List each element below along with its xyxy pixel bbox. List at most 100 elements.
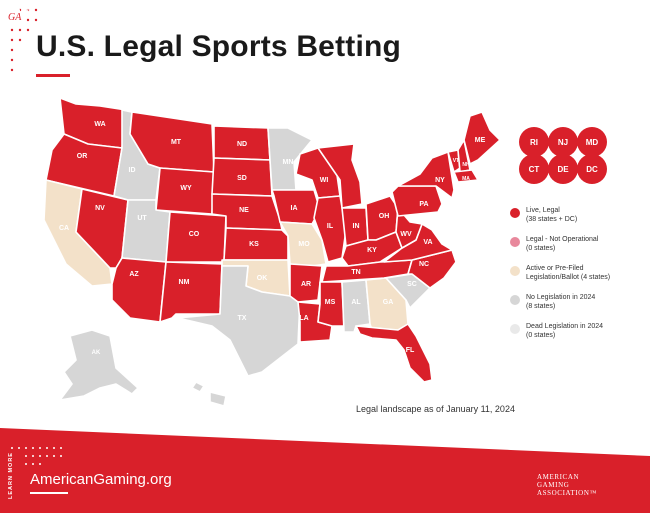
legend-count: Legislation/Ballot (4 states) [526,274,611,281]
legend-item-not-operational: Legal - Not Operational (0 states) [510,235,650,253]
label-NM: NM [179,279,190,286]
legend-count: (8 states) [526,303,556,310]
state-AZ[interactable] [111,257,167,323]
label-MN: MN [283,159,294,166]
label-WA: WA [94,121,105,128]
legend-swatch [510,266,520,276]
label-VT: VT [453,158,459,164]
label-AZ: AZ [129,271,139,278]
state-NM[interactable] [159,261,223,323]
label-LA: LA [299,315,308,322]
label-UT: UT [137,215,147,222]
legend-item-prefiled: Active or Pre-Filed Legislation/Ballot (4… [510,264,650,282]
state-HI[interactable] [191,381,205,393]
label-WY: WY [180,185,192,192]
state-PA[interactable] [391,185,443,217]
legend-swatch [510,237,520,247]
legend-count: (38 states + DC) [526,216,578,223]
legend-item-legal: Live, Legal (38 states + DC) [510,206,650,224]
aga-line-1: AMERICAN [537,473,580,481]
label-FL: FL [406,347,415,354]
label-WV: WV [400,231,412,238]
legend-label: No Legislation in 2024 [526,294,596,301]
label-PA: PA [419,201,428,208]
badge-de[interactable]: DE [548,154,578,184]
badge-ri-label: RI [530,137,538,147]
badge-dc[interactable]: DC [577,154,607,184]
aga-line-2: GAMING [537,481,570,489]
label-WI: WI [320,177,329,184]
legend-item-no-legislation: No Legislation in 2024 (8 states) [510,293,650,311]
badge-ri[interactable]: RI [519,127,549,157]
learn-more-text: LEARN MORE [8,452,14,499]
state-MI[interactable] [317,143,363,209]
state-TX[interactable] [177,265,301,377]
label-NV: NV [95,205,105,212]
label-AR: AR [301,281,311,288]
state-AL[interactable] [341,279,371,333]
label-IL: IL [327,223,334,230]
as-of-date: Legal landscape as of January 11, 2024 [356,404,515,414]
label-CA: CA [59,225,69,232]
state-MA[interactable] [453,169,479,183]
badge-dc-label: DC [586,164,598,174]
legend-label: Live, Legal [526,207,560,214]
website-link[interactable]: AmericanGaming.org [30,471,172,488]
title-underline [36,74,70,77]
label-NE: NE [239,207,249,214]
badge-nj[interactable]: NJ [548,127,578,157]
label-NC: NC [419,261,429,268]
label-OH: OH [379,213,390,220]
state-MO[interactable] [279,221,327,267]
label-AL: AL [351,299,361,306]
state-NY[interactable] [397,151,455,199]
badge-ct-label: CT [528,164,540,174]
label-KY: KY [367,247,377,254]
state-KS[interactable] [223,227,289,261]
page-title: U.S. Legal Sports Betting [36,30,402,63]
label-AK: AK [92,350,101,356]
label-GA: GA [383,299,394,306]
label-MT: MT [171,139,182,146]
badge-md[interactable]: MD [577,127,607,157]
label-NH: NH [462,162,470,168]
label-MI: MI [364,185,372,192]
label-NY: NY [435,177,445,184]
legend-item-dead: Dead Legislation in 2024 (0 states) [510,322,650,340]
label-KS: KS [249,241,259,248]
label-MO: MO [298,241,310,248]
label-OK: OK [257,275,268,282]
state-FL[interactable] [355,323,433,383]
legend-swatch [510,208,520,218]
label-TX: TX [238,315,247,322]
aga-wordmark: AMERICAN GAMING ASSOCIATION™ [537,473,597,497]
label-MS: MS [325,299,336,306]
website-underline [30,492,68,494]
label-VA: VA [423,239,432,246]
label-IA: IA [291,205,298,212]
badge-nj-label: NJ [557,137,569,147]
state-ME[interactable] [463,111,501,165]
legend-count: (0 states) [526,332,556,339]
legend-label: Dead Legislation in 2024 [526,323,604,330]
label-OR: OR [77,153,88,160]
label-TN: TN [351,269,360,276]
state-AK[interactable] [59,329,139,401]
badge-de-label: DE [557,164,569,174]
label-SC: SC [407,281,417,288]
badge-ct[interactable]: CT [519,154,549,184]
state-AR[interactable] [289,263,323,303]
label-ME: ME [475,137,486,144]
aga-line-3: ASSOCIATION™ [537,489,597,497]
state-MN[interactable] [267,127,313,191]
state-HI-2[interactable] [209,391,227,407]
legend-label: Active or Pre-Filed [526,265,584,272]
label-ID: ID [129,167,136,174]
label-CO: CO [189,231,200,238]
label-MA: MA [462,176,470,182]
us-map: WA OR CA NV ID MT WY UT AZ CO NM ND SD N… [43,97,501,407]
legend-swatch [510,295,520,305]
label-IN: IN [353,223,360,230]
learn-more-label: LEARN MORE [8,452,20,503]
